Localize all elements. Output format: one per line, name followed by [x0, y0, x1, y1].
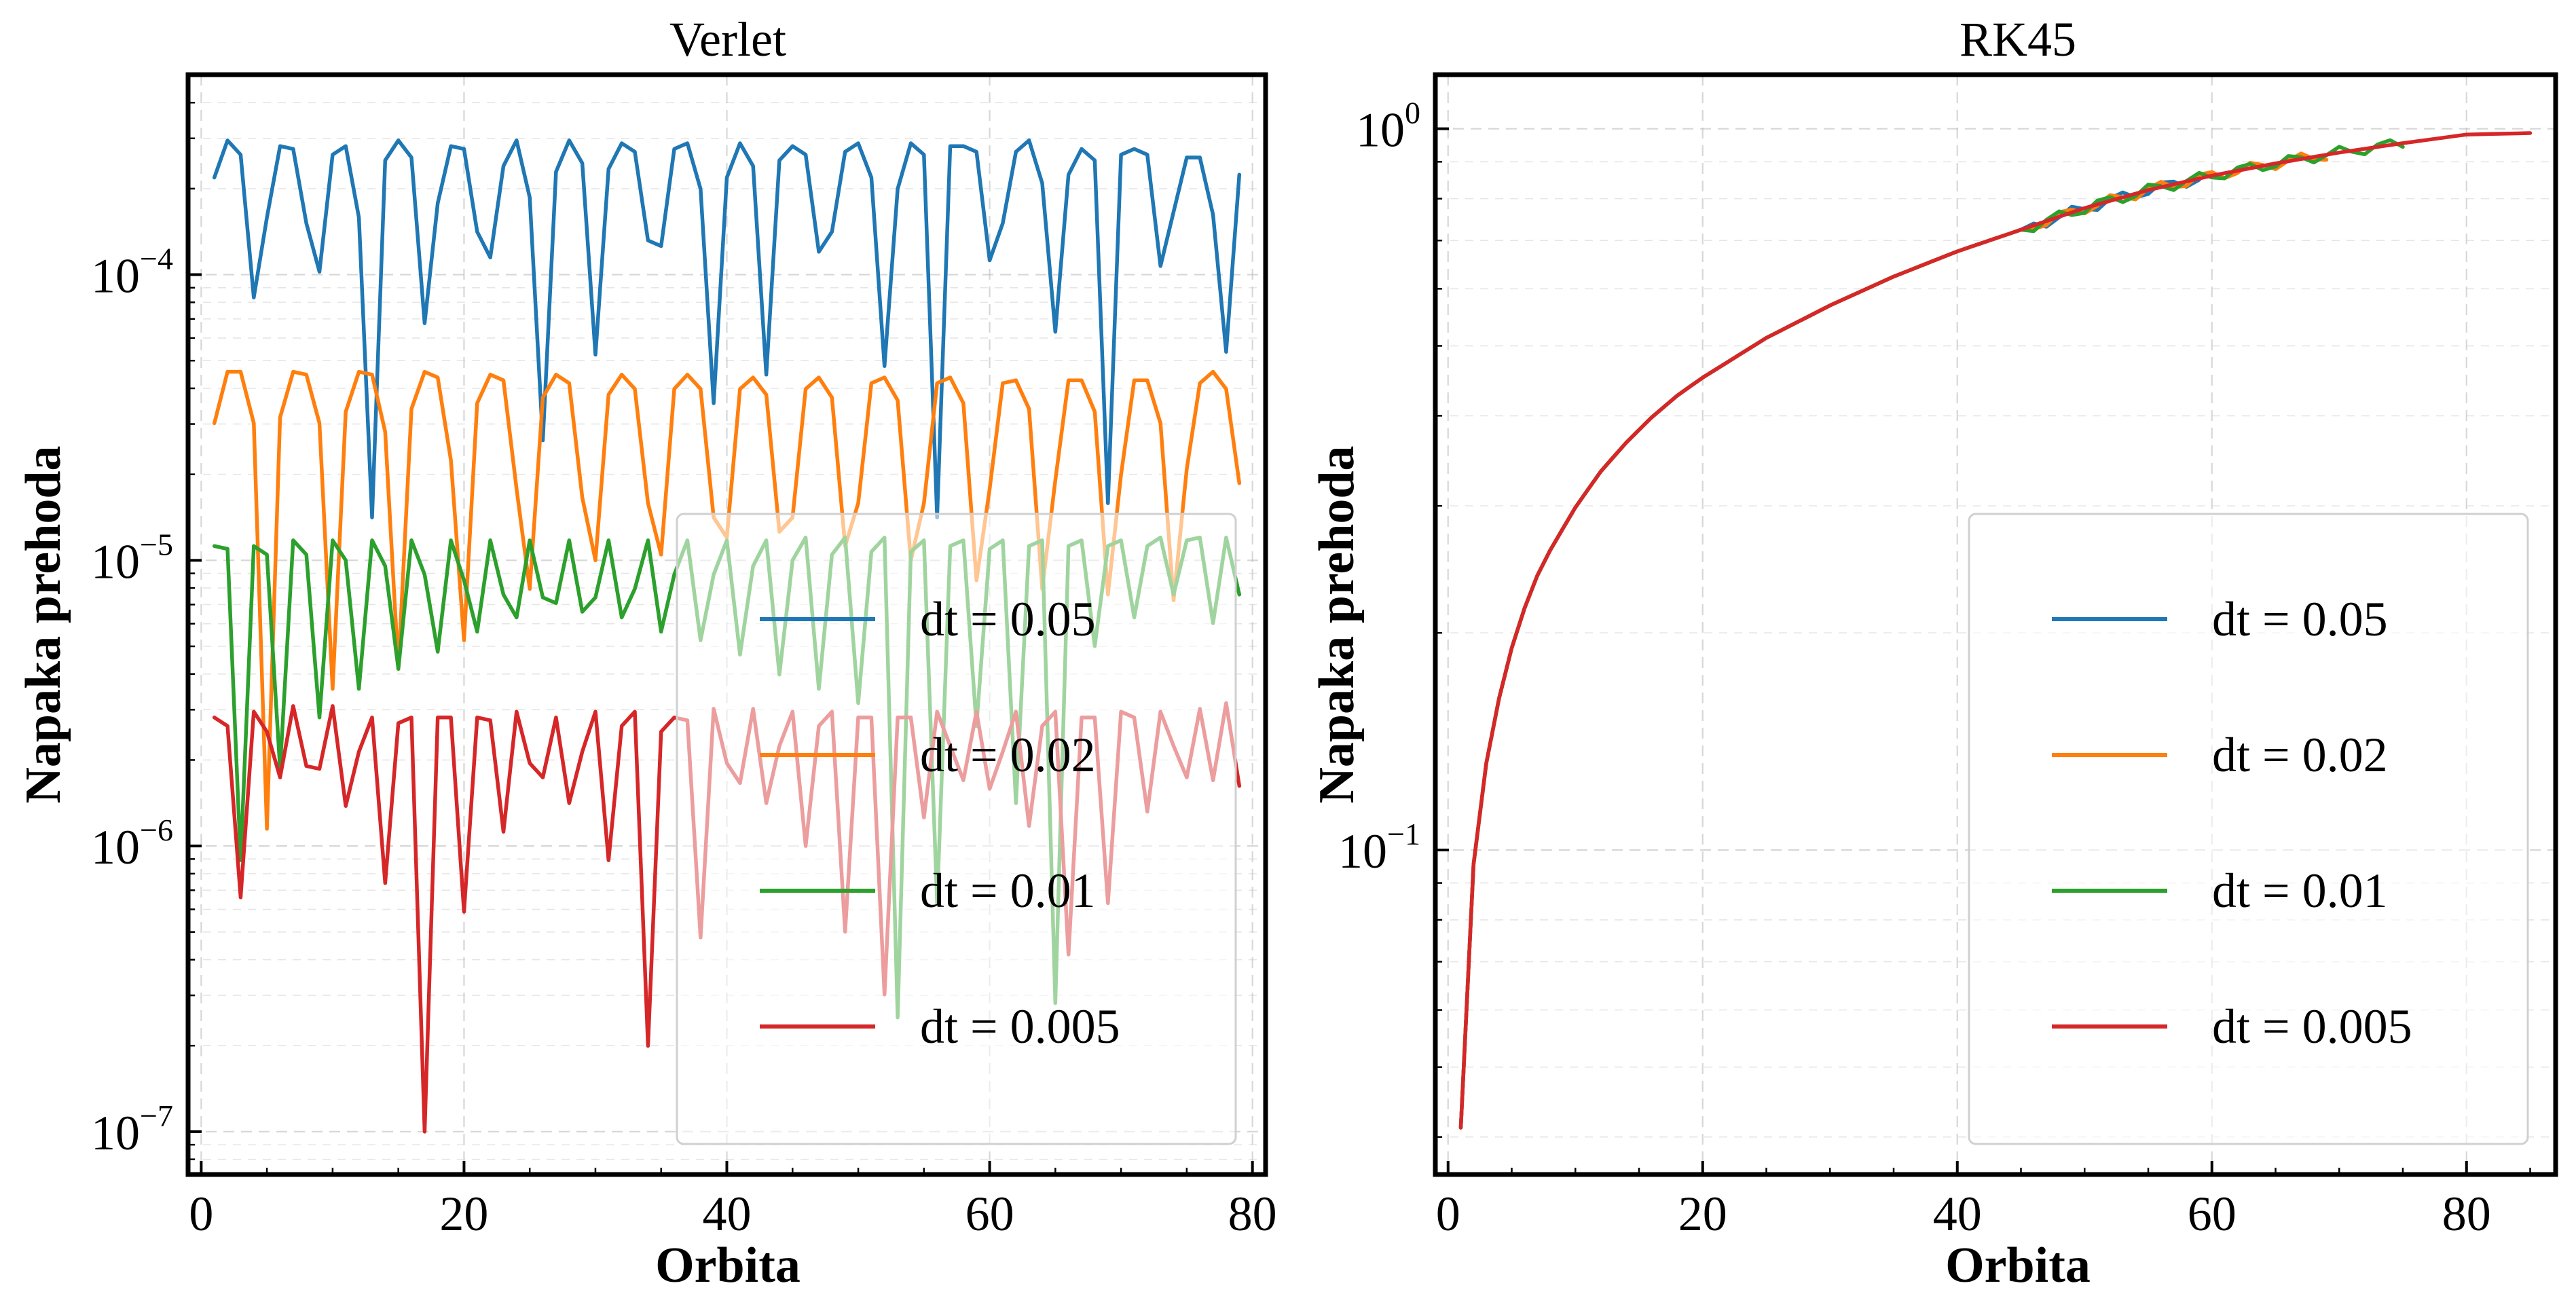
x-tick-label: 0: [1436, 1187, 1460, 1241]
verlet-panel: Verlet 0 20 40 60 80 10−7 10−6 10−5 10−4 dt = 0.…: [16, 12, 1277, 1293]
ticks: 0 20 40 60 80 10−1 100: [1338, 96, 2531, 1241]
legend-label: dt = 0.005: [920, 999, 1120, 1054]
x-tick-label: 60: [2188, 1187, 2237, 1241]
rk45-panel: RK45 0 20 40 60 80 10−1 100 dt = 0.05 dt = 0.02…: [1309, 12, 2558, 1293]
legend-label: dt = 0.05: [920, 592, 1096, 646]
y-tick-label: 10−4: [91, 242, 173, 303]
y-tick-label: 10−6: [91, 813, 173, 874]
x-tick-label: 80: [2442, 1187, 2491, 1241]
plot-frame: [185, 72, 1268, 1177]
y-tick-label: 10−7: [91, 1098, 173, 1160]
legend-label: dt = 0.01: [2212, 864, 2388, 918]
x-tick-label: 20: [439, 1187, 488, 1241]
x-tick-label: 0: [189, 1187, 213, 1241]
legend: dt = 0.05 dt = 0.02 dt = 0.01 dt = 0.005: [676, 513, 1237, 1145]
legend-label: dt = 0.02: [2212, 728, 2388, 782]
x-tick-label: 40: [703, 1187, 752, 1241]
series-group: [1458, 131, 2533, 1130]
legend: dt = 0.05 dt = 0.02 dt = 0.01 dt = 0.005: [1968, 513, 2529, 1145]
plot-frame: [1433, 72, 2558, 1177]
legend-label: dt = 0.01: [920, 864, 1096, 918]
legend-label: dt = 0.05: [2212, 592, 2388, 646]
y-tick-label: 100: [1356, 96, 1420, 158]
x-tick-label: 40: [1933, 1187, 1982, 1241]
x-tick-label: 80: [1228, 1187, 1277, 1241]
x-tick-label: 20: [1678, 1187, 1727, 1241]
legend-label: dt = 0.005: [2212, 999, 2412, 1054]
y-tick-label: 10−5: [91, 527, 173, 589]
series-line: [212, 138, 1242, 519]
chart-title: Verlet: [669, 12, 786, 67]
y-axis-label: Napaka prehoda: [1309, 445, 1365, 803]
legend-box: [676, 513, 1237, 1145]
x-axis-label: Orbita: [655, 1238, 801, 1293]
x-tick-label: 60: [965, 1187, 1014, 1241]
chart-title: RK45: [1959, 12, 2076, 67]
y-axis-label: Napaka prehoda: [16, 445, 71, 803]
series-line: [1458, 131, 2533, 1130]
legend-label: dt = 0.02: [920, 728, 1096, 782]
y-tick-label: 10−1: [1338, 817, 1420, 879]
x-axis-label: Orbita: [1945, 1238, 2091, 1293]
legend-box: [1968, 513, 2529, 1145]
